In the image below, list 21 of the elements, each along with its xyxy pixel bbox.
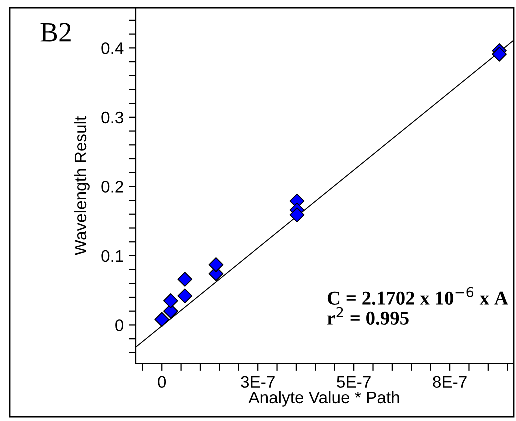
point [208, 258, 224, 272]
point [164, 294, 178, 308]
y-axis-title: Wavelength Result [74, 116, 90, 256]
annotation: C = 2.1702 x 10$^{−6}$ x A [328, 287, 508, 306]
y-tick-label: 0.2 [102, 181, 124, 193]
point [178, 288, 193, 304]
point [290, 208, 305, 223]
y-tick-label: 0.3 [102, 112, 124, 124]
y-tick-label: 0.1 [102, 250, 124, 262]
point [492, 46, 507, 62]
x-tick-label: 5E-7 [337, 376, 371, 388]
annotation: r$^{2}$ = 0.995 [328, 307, 409, 326]
text: B2 [40, 23, 71, 42]
y-tick-label: 0.4 [102, 42, 124, 54]
y-tick-label: 0 [116, 320, 124, 332]
point [178, 272, 193, 287]
point [154, 312, 170, 328]
x-axis-title: Analyte Value * Path [248, 391, 400, 407]
x-tick-label: 0 [158, 376, 166, 388]
x-tick-label: 8E-7 [433, 376, 467, 388]
x-tick-label: 3E-7 [241, 376, 275, 388]
